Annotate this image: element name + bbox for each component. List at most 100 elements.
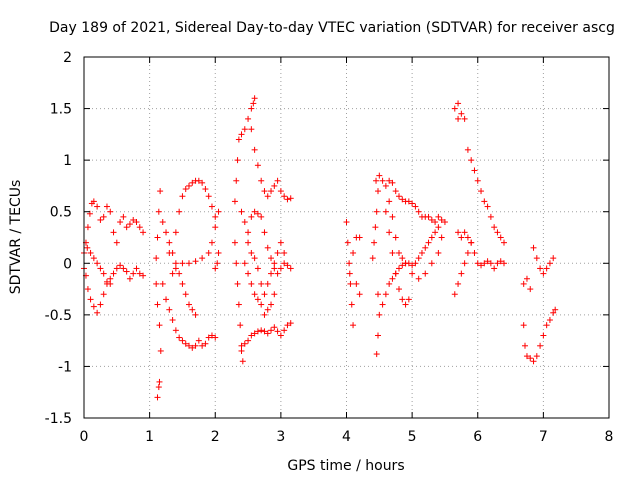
data-point (192, 342, 199, 349)
x-tick-label: 3 (276, 429, 285, 445)
data-point (461, 115, 468, 122)
data-point (208, 203, 215, 210)
data-point (392, 270, 399, 277)
data-point (153, 255, 160, 262)
data-point (245, 270, 252, 277)
data-point (169, 270, 176, 277)
data-point (268, 255, 275, 262)
data-point (350, 249, 357, 256)
data-point (117, 219, 124, 226)
data-point (140, 272, 147, 279)
data-point (527, 355, 534, 362)
data-point (484, 203, 491, 210)
data-point (386, 280, 393, 287)
data-point (379, 301, 386, 308)
data-point (113, 239, 120, 246)
data-point (520, 280, 527, 287)
data-point (251, 330, 258, 337)
x-tick-label: 7 (539, 429, 548, 445)
data-point (238, 208, 245, 215)
data-point (392, 234, 399, 241)
data-point (261, 311, 268, 318)
data-point (471, 249, 478, 256)
data-point (192, 258, 199, 265)
x-tick-label: 2 (211, 429, 220, 445)
data-point (428, 260, 435, 267)
data-point (356, 291, 363, 298)
data-point (343, 219, 350, 226)
data-point (281, 327, 288, 334)
data-point (347, 280, 354, 287)
data-point (212, 224, 219, 231)
data-point (399, 196, 406, 203)
data-point (425, 213, 432, 220)
data-point (117, 262, 124, 269)
data-point (258, 213, 265, 220)
data-point (155, 208, 162, 215)
data-point (251, 291, 258, 298)
data-point (199, 342, 206, 349)
data-point (179, 260, 186, 267)
data-point (233, 177, 240, 184)
data-point (110, 270, 117, 277)
data-point (389, 213, 396, 220)
data-point (140, 229, 147, 236)
data-point (208, 239, 215, 246)
data-point (386, 229, 393, 236)
data-point (268, 327, 275, 334)
data-point (530, 358, 537, 365)
data-point (372, 224, 379, 231)
data-point (481, 198, 488, 205)
data-point (464, 249, 471, 256)
data-point (455, 115, 462, 122)
data-point (107, 280, 114, 287)
data-point (97, 216, 104, 223)
data-point (268, 188, 275, 195)
data-point (415, 255, 422, 262)
data-point (497, 234, 504, 241)
data-point (107, 208, 114, 215)
data-point (356, 234, 363, 241)
data-point (438, 216, 445, 223)
data-point (176, 334, 183, 341)
data-point (402, 260, 409, 267)
data-point (428, 234, 435, 241)
data-point (550, 255, 557, 262)
data-point (552, 306, 559, 313)
data-point (523, 353, 530, 360)
data-point (284, 322, 291, 329)
data-point (186, 301, 192, 308)
data-point (287, 265, 294, 272)
data-point (172, 327, 179, 334)
data-point (481, 260, 488, 267)
data-point (435, 249, 442, 256)
data-point (261, 188, 268, 195)
data-point (422, 244, 429, 251)
data-point (133, 265, 140, 272)
data-point (396, 286, 402, 293)
data-point (123, 268, 130, 275)
data-point (530, 244, 537, 251)
data-point (458, 110, 465, 117)
data-point (233, 260, 240, 267)
data-point (376, 311, 383, 318)
data-point (103, 203, 110, 210)
data-point (254, 328, 261, 335)
data-point (254, 210, 261, 217)
x-axis-label: GPS time / hours (287, 458, 404, 474)
data-point (250, 100, 257, 107)
data-point (258, 177, 265, 184)
data-point (537, 342, 544, 349)
data-point (94, 203, 101, 210)
data-point (523, 275, 530, 282)
data-point (350, 322, 357, 329)
data-point (154, 234, 161, 241)
data-point (110, 229, 117, 236)
tick-labels-layer: 0 1 2 3 4 5 6 7 8 -1.5 -1 -0.5 0 0.5 1 1.5 2 (45, 50, 614, 445)
data-point (182, 186, 189, 193)
data-point (94, 260, 101, 267)
data-point (540, 332, 547, 339)
data-point (97, 301, 104, 308)
data-point (238, 347, 245, 354)
